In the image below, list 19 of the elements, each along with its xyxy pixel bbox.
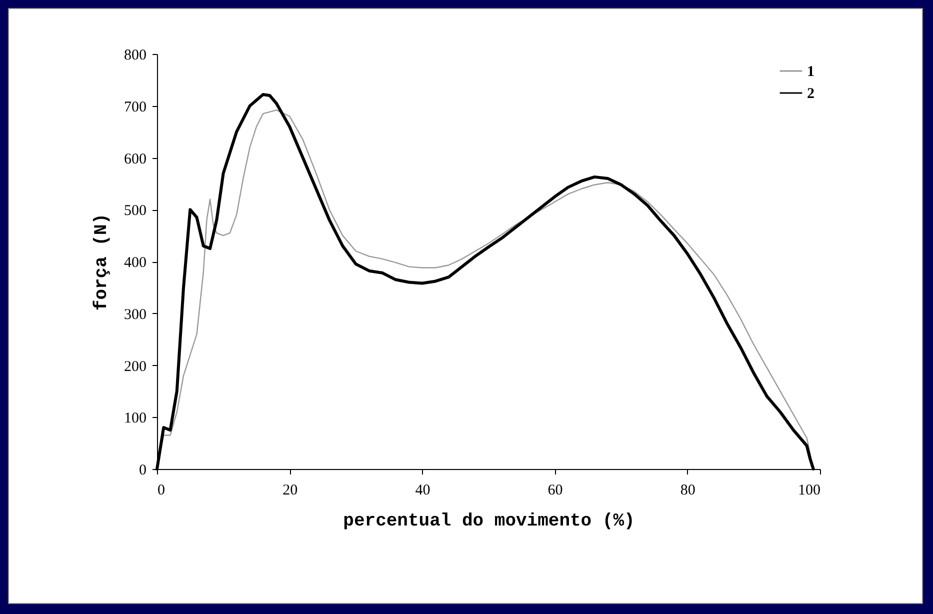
y-tick-label: 800 [124, 48, 146, 64]
legend-label: 2 [807, 86, 814, 102]
x-axis-title: percentual do movimento (%) [343, 512, 635, 532]
legend-label: 1 [807, 64, 814, 80]
x-tick-label: 40 [415, 482, 430, 498]
y-tick-label: 700 [124, 99, 146, 116]
y-tick-label: 600 [124, 151, 146, 168]
y-tick-label: 200 [124, 358, 146, 375]
x-tick-label: 20 [282, 482, 298, 498]
x-tick-label: 0 [158, 482, 165, 498]
y-tick-label: 0 [139, 462, 146, 478]
y-tick-label: 100 [124, 410, 146, 427]
x-tick-label: 60 [548, 482, 563, 498]
y-tick-label: 300 [124, 306, 146, 323]
x-tick-label: 80 [680, 482, 696, 498]
y-tick-label: 500 [124, 203, 146, 220]
y-axis-title: força (N) [92, 213, 112, 311]
x-tick-label: 100 [798, 482, 820, 498]
y-tick-label: 400 [124, 255, 146, 271]
